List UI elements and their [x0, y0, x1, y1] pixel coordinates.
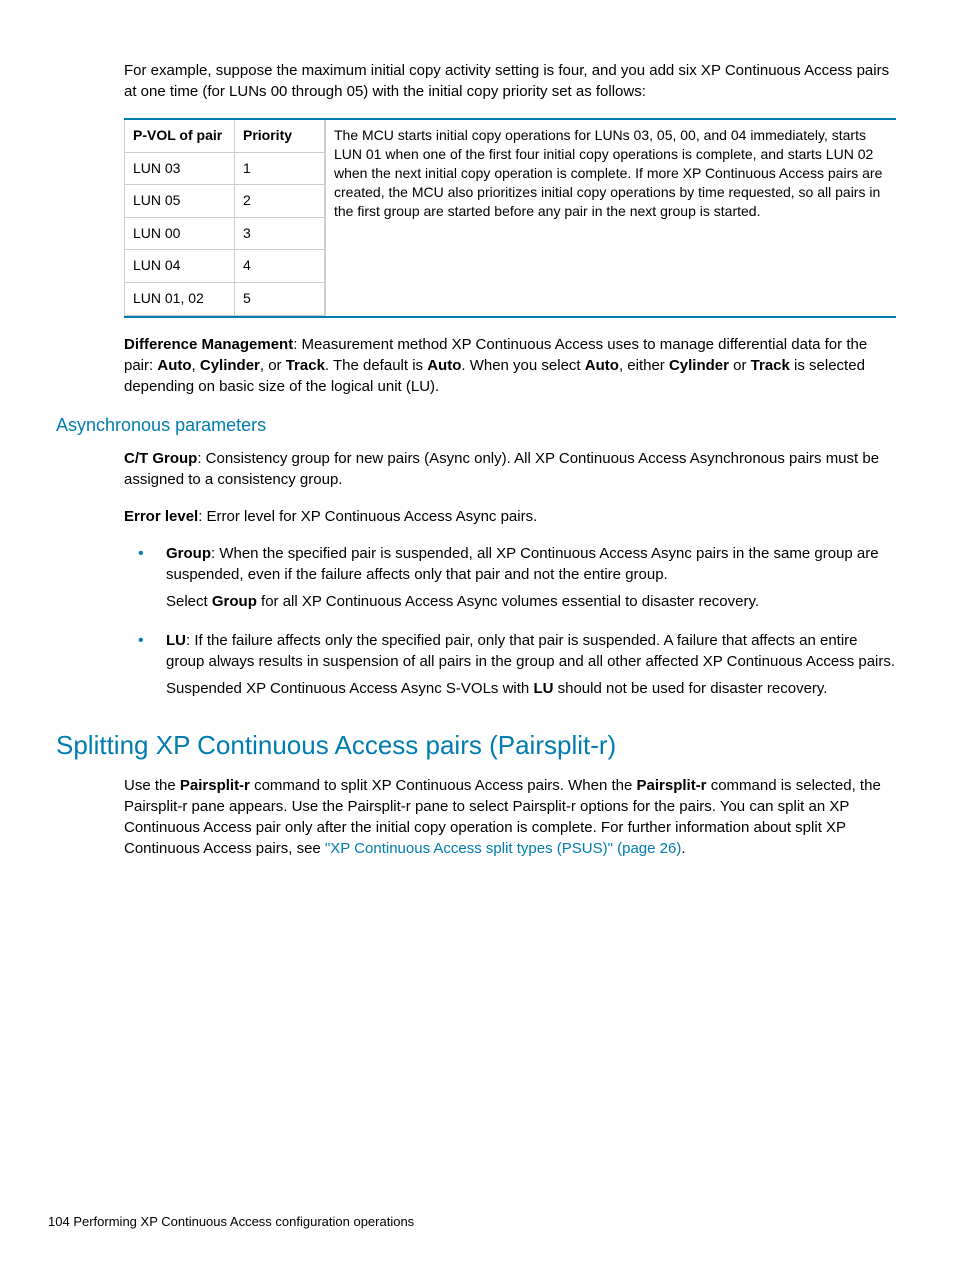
text: . When you select: [461, 357, 584, 374]
text: Use the: [124, 777, 180, 794]
text: .: [681, 840, 685, 857]
bold: Track: [286, 357, 325, 374]
page-number: 104: [48, 1214, 70, 1229]
lu-line2: Suspended XP Continuous Access Async S-V…: [166, 678, 896, 699]
table-row: LUN 01, 02 5: [125, 282, 325, 315]
bold: Auto: [585, 357, 619, 374]
error-level-text: : Error level for XP Continuous Access A…: [198, 508, 537, 525]
difference-management-para: Difference Management: Measurement metho…: [124, 334, 896, 397]
text: or: [729, 357, 751, 374]
table-row: LUN 00 3: [125, 217, 325, 250]
intro-paragraph: For example, suppose the maximum initial…: [124, 60, 896, 102]
bold: Cylinder: [669, 357, 729, 374]
group-line1: Group: When the specified pair is suspen…: [166, 543, 896, 585]
page-content: For example, suppose the maximum initial…: [0, 0, 954, 859]
text: . The default is: [325, 357, 427, 374]
cell-pvol: LUN 05: [125, 185, 235, 218]
table-description: The MCU starts initial copy operations f…: [325, 120, 896, 316]
lu-label: LU: [166, 632, 186, 649]
diff-mgmt-label: Difference Management: [124, 336, 293, 353]
splitting-para: Use the Pairsplit-r command to split XP …: [124, 775, 896, 859]
cell-priority: 1: [235, 152, 325, 185]
bold: Track: [751, 357, 790, 374]
text: , or: [260, 357, 286, 374]
bold: Pairsplit-r: [180, 777, 250, 794]
cell-pvol: LUN 04: [125, 250, 235, 283]
text: Select: [166, 593, 212, 610]
page-footer: 104 Performing XP Continuous Access conf…: [48, 1213, 414, 1231]
ct-group-para: C/T Group: Consistency group for new pai…: [124, 448, 896, 490]
cell-priority: 3: [235, 217, 325, 250]
table-row: LUN 05 2: [125, 185, 325, 218]
bold: Group: [212, 593, 257, 610]
bold: Pairsplit-r: [637, 777, 707, 794]
xref-link[interactable]: "XP Continuous Access split types (PSUS)…: [325, 840, 681, 857]
text: command to split XP Continuous Access pa…: [250, 777, 637, 794]
list-item-group: Group: When the specified pair is suspen…: [124, 543, 896, 612]
ct-group-text: : Consistency group for new pairs (Async…: [124, 450, 879, 488]
splitting-heading: Splitting XP Continuous Access pairs (Pa…: [56, 727, 906, 763]
header-priority: Priority: [235, 120, 325, 152]
text: , either: [619, 357, 669, 374]
group-line2: Select Group for all XP Continuous Acces…: [166, 591, 896, 612]
error-level-para: Error level: Error level for XP Continuo…: [124, 506, 896, 527]
cell-pvol: LUN 03: [125, 152, 235, 185]
text: ,: [192, 357, 200, 374]
cell-priority: 4: [235, 250, 325, 283]
priority-table-wrap: P-VOL of pair Priority LUN 03 1 LUN 05 2…: [124, 118, 896, 318]
footer-title: Performing XP Continuous Access configur…: [73, 1214, 414, 1229]
error-level-list: Group: When the specified pair is suspen…: [124, 543, 896, 699]
table-row: LUN 03 1: [125, 152, 325, 185]
ct-group-label: C/T Group: [124, 450, 197, 467]
text: Suspended XP Continuous Access Async S-V…: [166, 680, 533, 697]
group-text: : When the specified pair is suspended, …: [166, 545, 879, 583]
bold: Auto: [427, 357, 461, 374]
header-pvol: P-VOL of pair: [125, 120, 235, 152]
cell-priority: 5: [235, 282, 325, 315]
cell-pvol: LUN 01, 02: [125, 282, 235, 315]
text: should not be used for disaster recovery…: [553, 680, 827, 697]
lu-text: : If the failure affects only the specif…: [166, 632, 895, 670]
priority-table: P-VOL of pair Priority LUN 03 1 LUN 05 2…: [124, 120, 325, 316]
table-row: LUN 04 4: [125, 250, 325, 283]
bold: Auto: [157, 357, 191, 374]
bold: LU: [533, 680, 553, 697]
bold: Cylinder: [200, 357, 260, 374]
cell-pvol: LUN 00: [125, 217, 235, 250]
async-parameters-heading: Asynchronous parameters: [56, 413, 906, 438]
group-label: Group: [166, 545, 211, 562]
text: for all XP Continuous Access Async volum…: [257, 593, 759, 610]
lu-line1: LU: If the failure affects only the spec…: [166, 630, 896, 672]
cell-priority: 2: [235, 185, 325, 218]
error-level-label: Error level: [124, 508, 198, 525]
list-item-lu: LU: If the failure affects only the spec…: [124, 630, 896, 699]
table-header-row: P-VOL of pair Priority: [125, 120, 325, 152]
